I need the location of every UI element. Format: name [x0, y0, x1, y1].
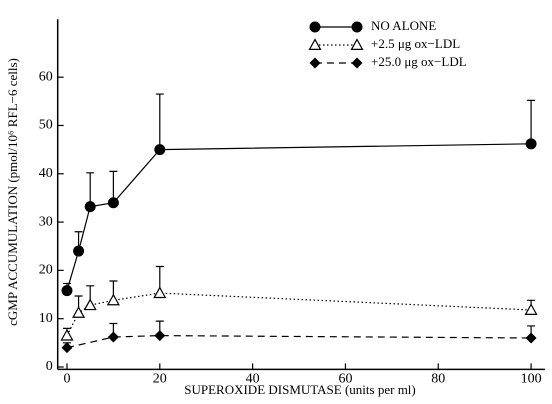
y-tick-label: 30 [39, 214, 53, 229]
marker [309, 57, 321, 69]
y-tick-label: 40 [39, 166, 53, 181]
x-tick-label: 60 [338, 372, 352, 387]
marker [61, 342, 73, 354]
marker [350, 38, 364, 50]
y-tick-label: 10 [39, 311, 53, 326]
x-tick-label: 40 [246, 372, 260, 387]
marker [107, 197, 119, 209]
legend-label: +25.0 μg ox−LDL [371, 54, 467, 69]
marker [153, 286, 167, 299]
y-tick-label: 60 [39, 69, 53, 84]
marker [60, 328, 74, 341]
marker [524, 303, 538, 315]
x-tick-label: 20 [153, 372, 167, 387]
marker [84, 201, 96, 213]
marker [351, 21, 363, 33]
marker [154, 144, 166, 156]
marker [351, 57, 363, 69]
x-axis-label: SUPEROXIDE DISMUTASE (units per ml) [184, 382, 416, 397]
x-tick-label: 0 [63, 372, 70, 387]
y-tick-label: 0 [46, 359, 53, 374]
marker [308, 38, 322, 50]
marker [525, 138, 537, 150]
x-tick-label: 100 [521, 372, 542, 387]
y-tick-label: 50 [39, 118, 53, 133]
marker [525, 332, 537, 344]
legend-label: NO ALONE [371, 18, 436, 33]
error-bar [155, 93, 164, 150]
error-bar [527, 99, 536, 144]
marker [61, 285, 73, 297]
error-bar [86, 172, 95, 207]
y-tick-label: 20 [39, 263, 53, 278]
legend-label: +2.5 μg ox−LDL [371, 36, 460, 51]
series-line [66, 292, 532, 336]
marker [83, 298, 97, 311]
y-axis-label: cGMP ACCUMULATION (pmol/10⁶ RFL−6 cells) [5, 58, 20, 326]
series-line [66, 143, 532, 291]
marker [309, 21, 321, 33]
marker [106, 293, 120, 306]
marker [73, 245, 85, 257]
marker [107, 331, 119, 343]
marker [154, 330, 166, 342]
series-line [66, 334, 532, 349]
x-tick-label: 80 [431, 372, 445, 387]
marker [72, 306, 86, 318]
